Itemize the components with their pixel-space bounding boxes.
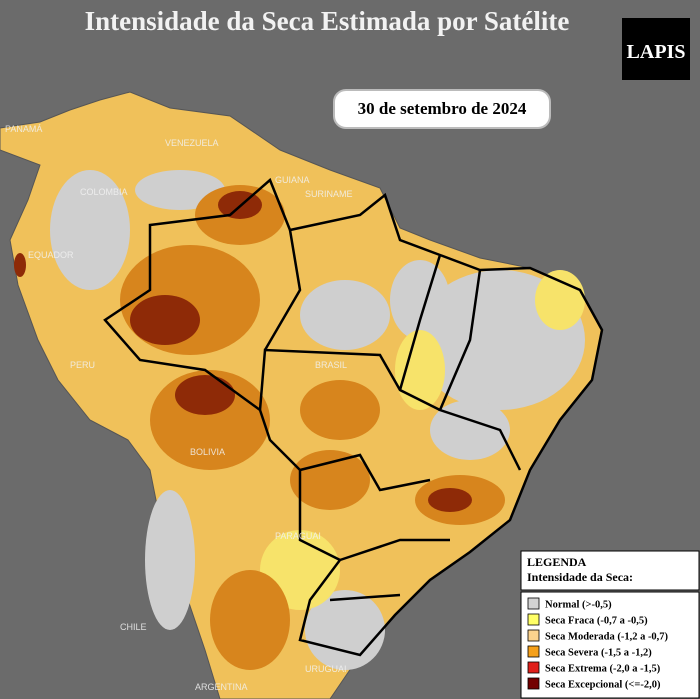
region-label: BOLIVIA [190,447,225,457]
logo-box [622,18,690,80]
region-label: PERU [70,360,95,370]
legend-swatch [527,597,540,610]
legend-label: Normal (>-0,5) [545,600,612,611]
legend-swatch [527,661,540,674]
region-label: PARAGUAI [275,531,321,541]
legend-swatch [527,677,540,690]
legend-swatch [527,613,540,626]
legend-swatch [527,629,540,642]
legend-swatch [527,645,540,658]
legend-subtitle: Intensidade da Seca: [527,570,633,584]
region-label: SURINAME [305,189,353,199]
region-label: VENEZUELA [165,138,219,148]
region-label: EQUADOR [28,250,74,260]
region-label: URUGUAI [305,664,347,674]
logo: LAPIS [627,41,686,63]
legend-title: LEGENDA [527,555,587,569]
region-label: GUIANA [275,175,310,185]
legend-label: Seca Extrema (-2,0 a -1,5) [545,664,661,675]
region-label: BRASIL [315,360,347,370]
date: 30 de setembro de 2024 [358,99,527,118]
region-label: CHILE [120,622,147,632]
title: Intensidade da Seca Estimada por Satélit… [85,6,570,36]
legend-label: Seca Fraca (-0,7 a -0,5) [545,616,648,627]
region-label: COLOMBIA [80,187,128,197]
legend-items-box [520,591,700,699]
legend-label: Seca Moderada (-1,2 a -0,7) [545,632,669,643]
state-borders [103,177,604,657]
legend-label: Seca Excepcional (<=-2,0) [545,680,661,691]
legend-header-box [520,550,700,591]
region-label: ARGENTINA [195,682,248,692]
legend-label: Seca Severa (-1,5 a -1,2) [545,648,652,659]
region-label: PANAMÁ [5,124,42,134]
normal-areas [50,170,585,670]
date-box [333,89,551,129]
